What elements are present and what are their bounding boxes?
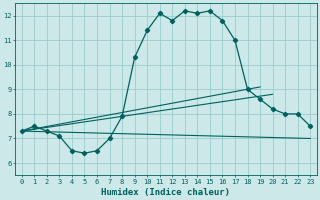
X-axis label: Humidex (Indice chaleur): Humidex (Indice chaleur) bbox=[101, 188, 230, 197]
